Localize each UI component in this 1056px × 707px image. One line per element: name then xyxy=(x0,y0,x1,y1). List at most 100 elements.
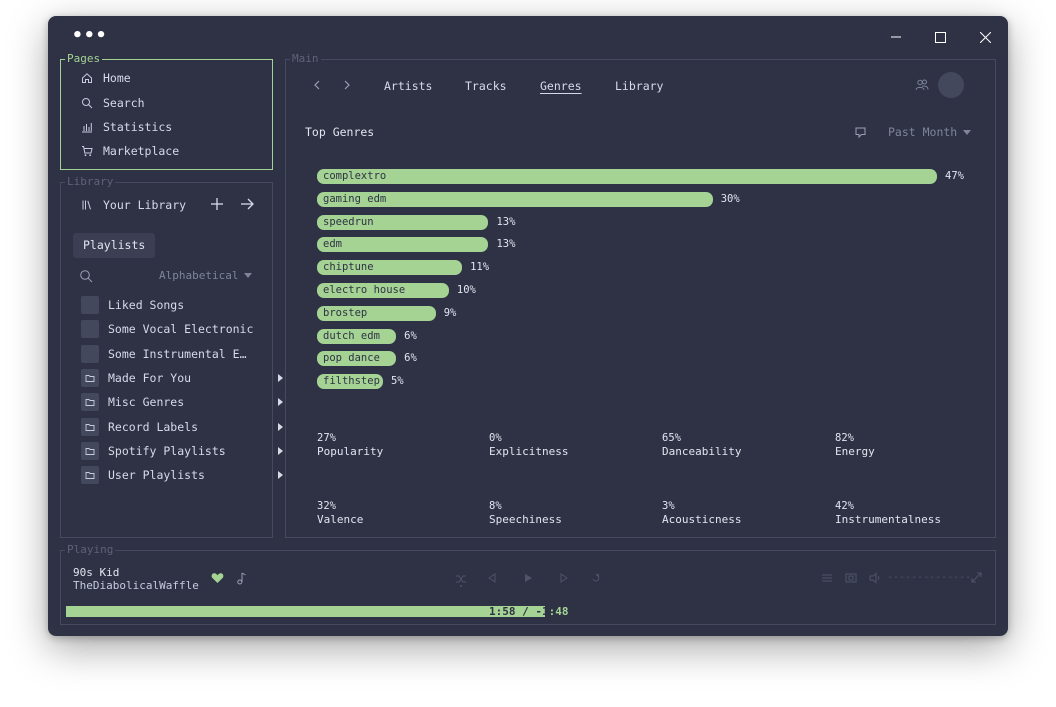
nav-search-label: Search xyxy=(103,96,145,110)
minimize-button[interactable] xyxy=(873,22,919,52)
stat-value: 27% xyxy=(317,432,336,444)
tab-genres[interactable]: Genres xyxy=(540,79,582,93)
back-icon[interactable] xyxy=(312,79,322,91)
library-item-label: Made For You xyxy=(108,371,192,385)
genre-bar xyxy=(317,283,449,298)
queue-icon[interactable] xyxy=(821,572,833,584)
library-item-label: Spotify Playlists xyxy=(108,444,226,458)
period-label: Past Month xyxy=(888,125,958,139)
minimize-icon xyxy=(891,36,901,38)
library-item-label: Record Labels xyxy=(108,420,199,434)
previous-icon[interactable] xyxy=(487,573,497,583)
library-folder[interactable]: User Playlists xyxy=(81,465,309,485)
library-folder[interactable]: Misc Genres xyxy=(81,392,309,412)
chevron-down-icon xyxy=(244,273,253,278)
library-folder[interactable]: Made For You xyxy=(81,368,309,388)
play-icon[interactable] xyxy=(523,573,533,583)
track-artist[interactable]: TheDiabolicalWaffle xyxy=(73,579,199,592)
genre-bar-value: 10% xyxy=(456,284,476,296)
library-search-icon[interactable] xyxy=(79,269,93,283)
stat-value: 8% xyxy=(489,500,502,512)
library-item[interactable]: Liked Songs xyxy=(81,295,309,315)
folder-icon xyxy=(81,418,99,436)
refresh-icon[interactable] xyxy=(854,126,867,139)
playback-time: 1:58 / -1:48 xyxy=(489,605,568,618)
maximize-button[interactable] xyxy=(917,22,963,52)
main-panel: Main Artists Tracks Genres Library Top G… xyxy=(285,52,996,538)
close-icon xyxy=(979,31,991,43)
library-folder[interactable]: Record Labels xyxy=(81,417,309,437)
progress-bar[interactable]: 1:58 / -1:48 xyxy=(66,605,988,618)
library-item[interactable]: Some Instrumental Electronic xyxy=(81,344,309,364)
genre-bar-value: 6% xyxy=(404,352,417,365)
volume-icon[interactable] xyxy=(869,572,882,584)
main-panel-title: Main xyxy=(290,52,321,66)
expand-arrow-icon[interactable] xyxy=(240,197,254,211)
playing-panel-title: Playing xyxy=(65,543,116,557)
caret-right-icon xyxy=(278,423,283,431)
stat-item: 27% Popularity xyxy=(317,432,383,458)
track-title[interactable]: 90s Kid xyxy=(73,566,120,579)
folder-icon xyxy=(81,466,99,484)
nav-marketplace[interactable]: Marketplace xyxy=(81,143,179,159)
genre-bar xyxy=(317,191,713,207)
friends-icon[interactable] xyxy=(915,78,929,92)
heart-icon[interactable] xyxy=(211,572,224,584)
progress-fill xyxy=(66,606,546,617)
genre-bar-value: 47% xyxy=(945,170,964,182)
stat-label: Popularity xyxy=(317,445,384,458)
volume-slider[interactable]: -------------- xyxy=(887,572,972,583)
genre-bar-value: 30% xyxy=(720,192,740,205)
tab-library[interactable]: Library xyxy=(615,79,664,93)
forward-icon[interactable] xyxy=(342,79,352,91)
genre-bar-label: speedrun xyxy=(323,215,374,228)
genre-bar-value: 13% xyxy=(496,238,516,251)
playing-panel: Playing 90s Kid TheDiabolicalWaffle ----… xyxy=(60,543,996,625)
caret-right-icon xyxy=(278,447,283,455)
playback-time-rest: :48 xyxy=(548,605,569,618)
library-folder[interactable]: Spotify Playlists xyxy=(81,441,309,461)
chevron-down-icon xyxy=(963,129,972,135)
tab-tracks[interactable]: Tracks xyxy=(465,79,507,93)
stat-item: 3% Acousticness xyxy=(662,500,741,526)
library-icon xyxy=(82,200,91,210)
maximize-icon xyxy=(934,31,946,43)
pages-panel-title: Pages xyxy=(65,52,103,66)
sort-label: Alphabetical xyxy=(159,269,239,282)
nav-statistics[interactable]: Statistics xyxy=(81,119,172,135)
sort-dropdown[interactable]: Alphabetical xyxy=(159,269,253,282)
playlist-cover xyxy=(81,296,99,314)
nav-home[interactable]: Home xyxy=(81,70,131,86)
genre-bar xyxy=(317,169,937,184)
repeat-icon[interactable] xyxy=(591,573,601,583)
stat-item: 42% Instrumentalness xyxy=(835,500,941,526)
playlist-cover xyxy=(81,345,99,363)
devices-icon[interactable] xyxy=(845,572,857,584)
genre-bar xyxy=(317,305,436,321)
library-item-label: User Playlists xyxy=(108,468,205,482)
genre-bar-value: 6% xyxy=(404,329,417,342)
genre-bar-label: dutch edm xyxy=(323,329,380,342)
genre-bar-label: edm xyxy=(323,238,342,251)
close-button[interactable] xyxy=(962,22,1008,52)
period-dropdown[interactable]: Past Month xyxy=(888,125,972,139)
your-library-header[interactable]: Your Library xyxy=(81,197,186,213)
caret-right-icon xyxy=(278,471,283,479)
stat-value: 65% xyxy=(662,432,681,444)
stat-value: 3% xyxy=(662,500,675,512)
library-item-label: Liked Songs xyxy=(108,298,185,312)
add-icon[interactable] xyxy=(210,197,224,211)
stat-label: Danceability xyxy=(662,445,742,458)
nav-search[interactable]: Search xyxy=(81,95,145,111)
fullscreen-icon[interactable] xyxy=(971,572,982,583)
tab-artists[interactable]: Artists xyxy=(384,79,433,93)
caret-right-icon xyxy=(278,398,283,406)
library-item[interactable]: Some Vocal Electronic xyxy=(81,319,309,339)
playlists-filter-chip[interactable]: Playlists xyxy=(73,233,156,258)
next-icon[interactable] xyxy=(559,573,569,583)
shuffle-icon[interactable] xyxy=(455,573,467,587)
menu-icon[interactable]: ••• xyxy=(72,25,108,46)
music-note-icon[interactable] xyxy=(235,571,247,585)
stat-value: 32% xyxy=(317,500,336,512)
user-avatar[interactable] xyxy=(938,72,964,98)
